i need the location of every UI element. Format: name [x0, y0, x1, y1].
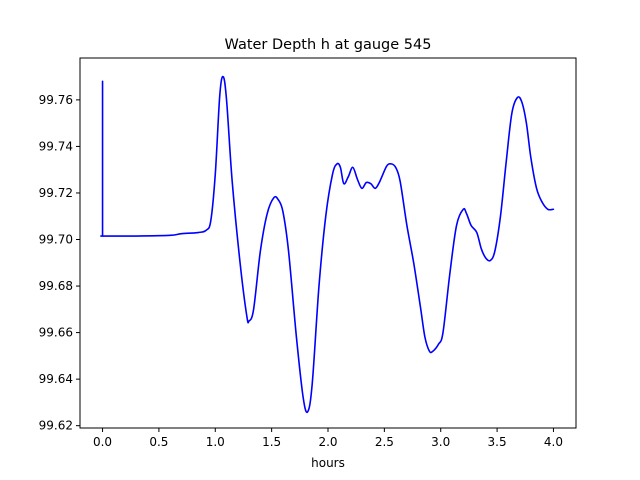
x-tick-label: 1.5: [262, 435, 281, 449]
x-tick-label: 3.5: [488, 435, 507, 449]
chart-title: Water Depth h at gauge 545: [225, 37, 432, 53]
y-tick-label: 99.76: [39, 93, 73, 107]
water-depth-line: [100, 75, 555, 414]
y-tick-label: 99.68: [39, 279, 73, 293]
x-axis: 0.0 0.5 1.0 1.5 2.0 2.5 3.0 3.5 4.0: [93, 428, 563, 449]
y-tick-label: 99.62: [39, 419, 73, 433]
y-tick-label: 99.70: [39, 233, 73, 247]
x-tick-label: 3.0: [431, 435, 450, 449]
plot-area: [79, 57, 577, 429]
y-tick-label: 99.72: [39, 186, 73, 200]
y-axis: 99.62 99.64 99.66 99.68 99.70 99.72 99.74 99.76: [39, 93, 80, 433]
x-tick-label: 1.0: [206, 435, 225, 449]
y-tick-label: 99.64: [39, 372, 73, 386]
x-tick-label: 4.0: [544, 435, 563, 449]
x-axis-label: hours: [311, 456, 345, 470]
y-tick-label: 99.66: [39, 326, 73, 340]
x-tick-label: 0.5: [149, 435, 168, 449]
plot-background: [80, 58, 576, 428]
x-tick-label: 0.0: [93, 435, 112, 449]
y-tick-label: 99.74: [39, 139, 73, 153]
x-tick-label: 2.0: [318, 435, 337, 449]
x-tick-label: 2.5: [375, 435, 394, 449]
